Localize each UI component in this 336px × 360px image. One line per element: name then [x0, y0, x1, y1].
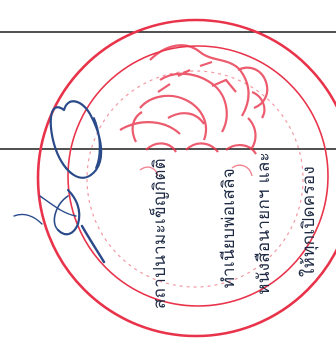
text-line-1: ให้ทุกเปิดครอง	[299, 166, 319, 277]
text-line-4: สถาปนามะเข็ญกิตติ	[150, 158, 170, 309]
handwritten-signature	[13, 100, 106, 264]
official-seal	[36, 18, 336, 338]
text-line-3: ทำเนียบพ่อเสลิจ	[219, 168, 239, 289]
seal-emblem	[119, 44, 269, 155]
text-line-2: หนังสือนายกฯ และ	[254, 152, 274, 295]
